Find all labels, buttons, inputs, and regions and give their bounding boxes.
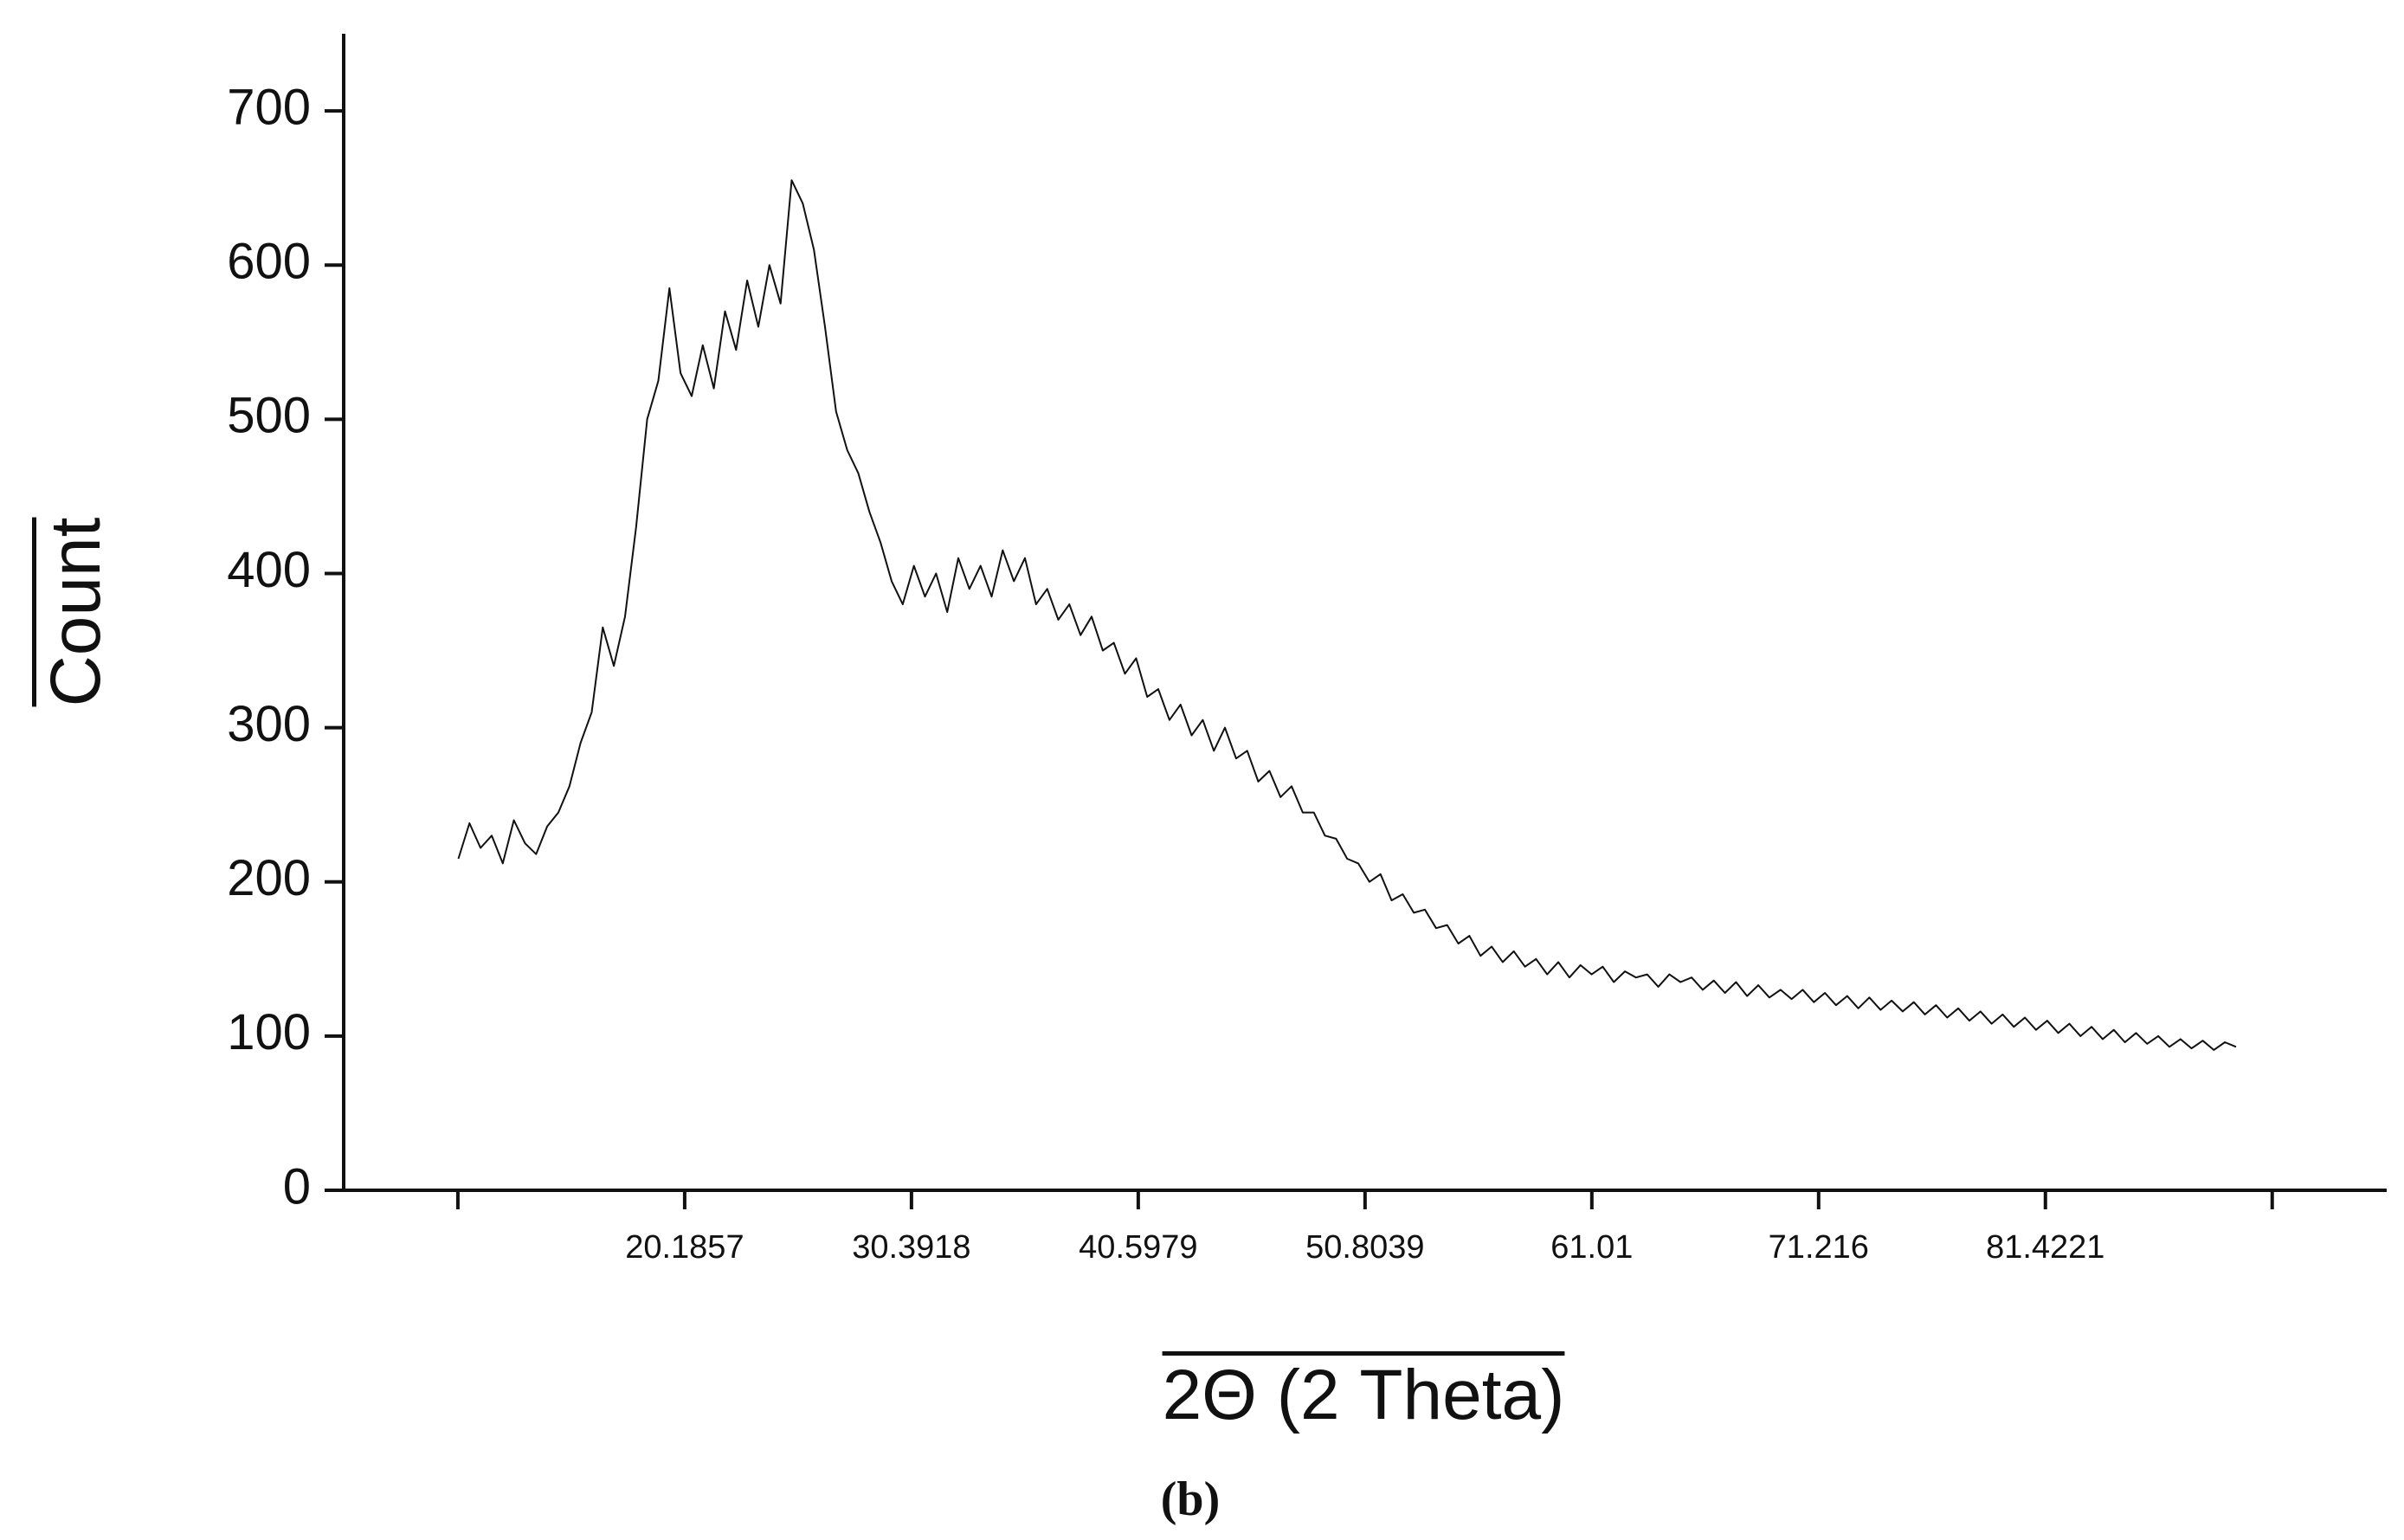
- x-tick-label: 61.01: [1550, 1229, 1633, 1266]
- x-axis-title: 2Θ (2 Theta): [1162, 1356, 1565, 1434]
- y-tick-label: 200: [227, 850, 311, 906]
- y-tick-label: 600: [227, 234, 311, 290]
- y-axis-title: Count: [36, 517, 115, 707]
- data-line: [457, 179, 2237, 1051]
- y-tick-label: 100: [227, 1004, 311, 1060]
- x-tick-label: 50.8039: [1305, 1229, 1424, 1266]
- x-tick-label: 20.1857: [625, 1229, 744, 1266]
- y-tick-label: 500: [227, 388, 311, 444]
- x-tick-label: 71.216: [1769, 1229, 1869, 1266]
- y-tick-label: 300: [227, 696, 311, 752]
- x-tick-label: 30.3918: [852, 1229, 970, 1266]
- x-tick-label: 81.4221: [1986, 1229, 2104, 1266]
- y-tick-label: 400: [227, 542, 311, 598]
- caption: (b): [1160, 1472, 1221, 1526]
- y-tick-label: 700: [227, 79, 311, 135]
- x-tick-label: 40.5979: [1079, 1229, 1197, 1266]
- y-tick-label: 0: [283, 1158, 311, 1215]
